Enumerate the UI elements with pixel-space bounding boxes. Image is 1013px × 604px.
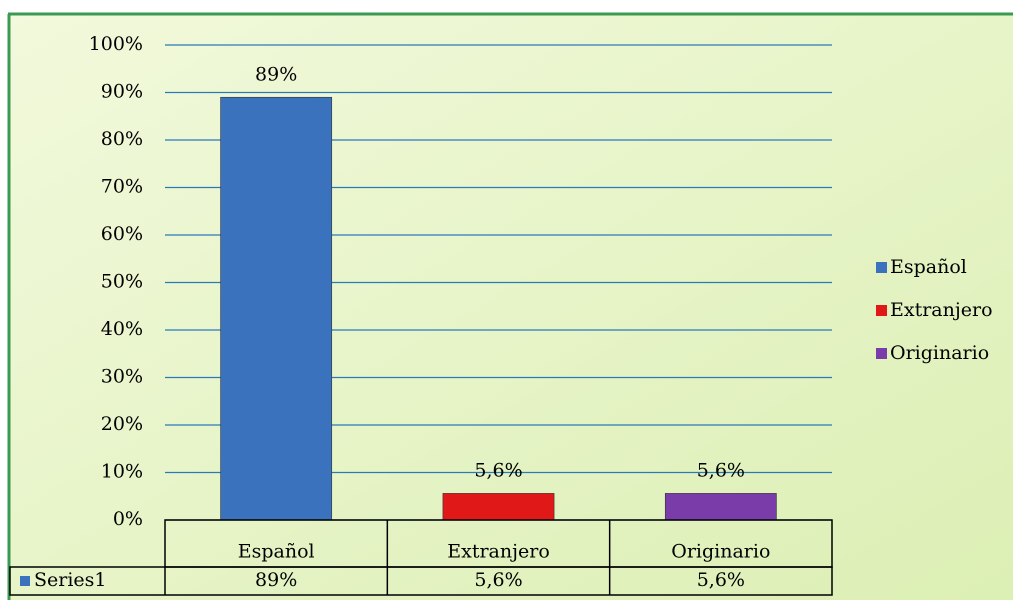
bar xyxy=(442,493,555,521)
legend-key xyxy=(876,262,887,273)
x-tick-label: Originario xyxy=(671,541,770,563)
legend-key xyxy=(876,348,887,359)
data-label: 89% xyxy=(255,63,297,85)
y-tick-label: 30% xyxy=(101,366,143,388)
data-label: 5,6% xyxy=(697,459,745,481)
table-legend-key xyxy=(20,576,30,586)
table-value: 89% xyxy=(255,569,297,591)
table-border xyxy=(9,566,833,596)
x-tick-label: Extranjero xyxy=(447,541,550,563)
bar xyxy=(664,493,777,521)
legend-label: Originario xyxy=(890,342,989,364)
data-label: 5,6% xyxy=(474,459,522,481)
y-tick-label: 40% xyxy=(101,318,143,340)
table-value: 5,6% xyxy=(697,569,745,591)
bar xyxy=(220,96,333,521)
y-tick-label: 100% xyxy=(89,33,143,55)
legend-label: Español xyxy=(890,256,967,278)
y-tick-label: 0% xyxy=(113,508,143,530)
y-tick-label: 20% xyxy=(101,413,143,435)
x-tick-label: Español xyxy=(238,541,315,563)
table-series-name: Series1 xyxy=(34,569,107,591)
table-value: 5,6% xyxy=(474,569,522,591)
legend-label: Extranjero xyxy=(890,299,993,321)
y-tick-label: 70% xyxy=(101,176,143,198)
legend-key xyxy=(876,305,887,316)
y-tick-label: 80% xyxy=(101,128,143,150)
y-tick-label: 10% xyxy=(101,461,143,483)
y-tick-label: 60% xyxy=(101,223,143,245)
y-tick-label: 90% xyxy=(101,81,143,103)
y-tick-label: 50% xyxy=(101,271,143,293)
